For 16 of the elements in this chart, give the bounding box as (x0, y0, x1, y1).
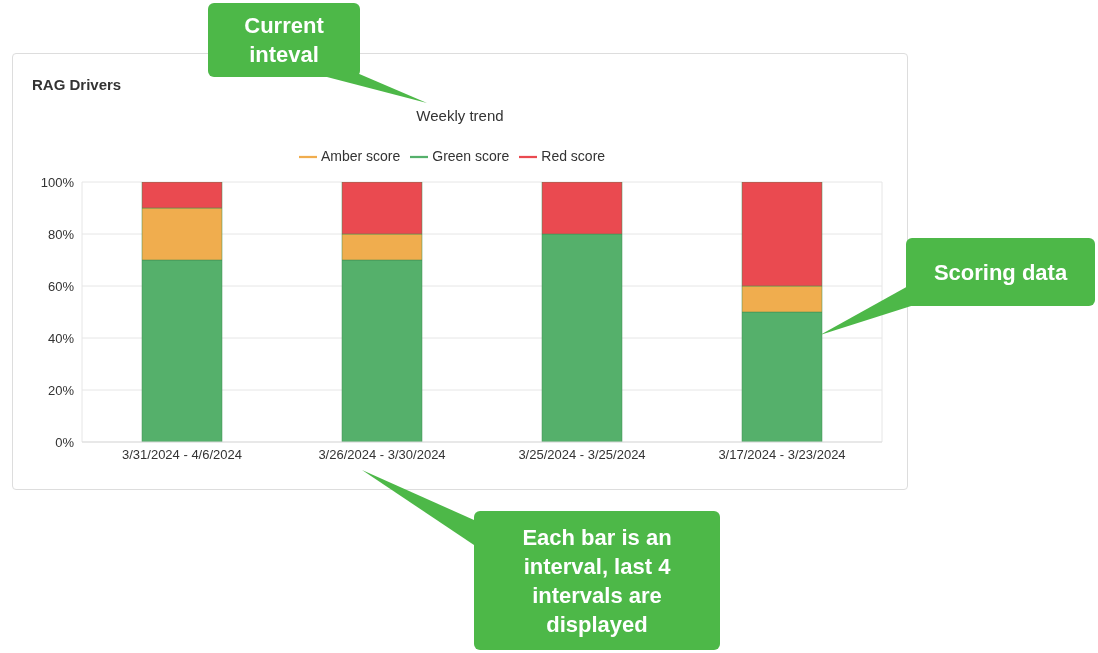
chart-subtitle: Weekly trend (415, 107, 505, 124)
chart-title: RAG Drivers (32, 76, 122, 93)
y-tick-label: 60% (47, 278, 75, 294)
x-tick-label: 3/31/2024 - 4/6/2024 (122, 447, 242, 463)
legend-label: Red score (541, 148, 606, 164)
x-tick-label: 3/17/2024 - 3/23/2024 (718, 447, 846, 463)
legend-label: Green score (432, 148, 510, 164)
y-tick-label: 100% (40, 174, 75, 190)
y-tick-label: 80% (47, 226, 75, 242)
x-tick-label: 3/25/2024 - 3/25/2024 (518, 447, 646, 463)
y-tick-label: 40% (47, 330, 75, 346)
y-tick-label: 0% (55, 434, 75, 450)
legend-label: Amber score (320, 148, 401, 164)
x-tick-label: 3/26/2024 - 3/30/2024 (318, 447, 446, 463)
y-tick-label: 20% (47, 382, 75, 398)
speech-bubble: Scoring data (820, 238, 1095, 335)
